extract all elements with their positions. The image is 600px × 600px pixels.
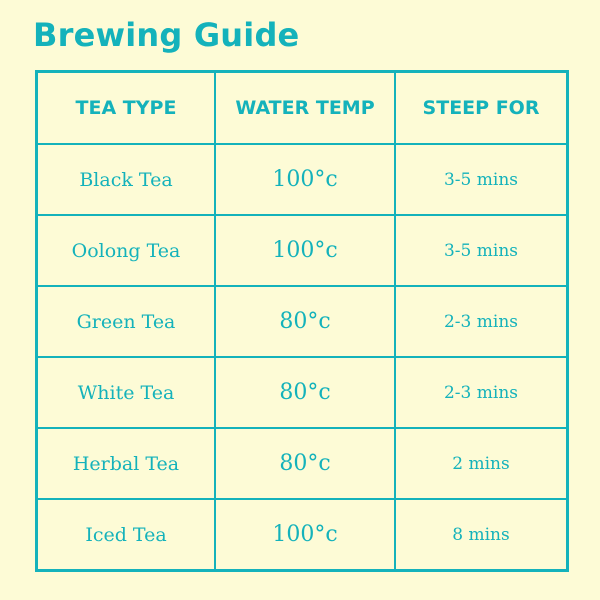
- water-temp-cell: 80°c: [214, 427, 396, 500]
- water-temp-cell: 80°c: [214, 285, 396, 358]
- tea-type-cell: Oolong Tea: [35, 214, 216, 287]
- water-temp-cell: 100°c: [214, 498, 396, 572]
- water-temp-cell: 80°c: [214, 356, 396, 429]
- header-tea-type: TEA TYPE: [35, 70, 216, 145]
- tea-type-cell: White Tea: [35, 356, 216, 429]
- steep-time-cell: 2-3 mins: [394, 285, 569, 358]
- steep-time-cell: 2-3 mins: [394, 356, 569, 429]
- table-header-row: TEA TYPE WATER TEMP STEEP FOR: [35, 70, 569, 145]
- steep-time-cell: 8 mins: [394, 498, 569, 572]
- table-row: White Tea 80°c 2-3 mins: [35, 356, 569, 429]
- tea-type-cell: Green Tea: [35, 285, 216, 358]
- tea-type-cell: Black Tea: [35, 143, 216, 216]
- table-row: Iced Tea 100°c 8 mins: [35, 498, 569, 572]
- page-title: Brewing Guide: [33, 16, 300, 54]
- steep-time-cell: 2 mins: [394, 427, 569, 500]
- header-water-temp: WATER TEMP: [214, 70, 396, 145]
- steep-time-cell: 3-5 mins: [394, 143, 569, 216]
- table-row: Herbal Tea 80°c 2 mins: [35, 427, 569, 500]
- table-row: Oolong Tea 100°c 3-5 mins: [35, 214, 569, 287]
- water-temp-cell: 100°c: [214, 214, 396, 287]
- table-row: Green Tea 80°c 2-3 mins: [35, 285, 569, 358]
- header-steep-for: STEEP FOR: [394, 70, 569, 145]
- tea-type-cell: Iced Tea: [35, 498, 216, 572]
- steep-time-cell: 3-5 mins: [394, 214, 569, 287]
- water-temp-cell: 100°c: [214, 143, 396, 216]
- tea-type-cell: Herbal Tea: [35, 427, 216, 500]
- table-row: Black Tea 100°c 3-5 mins: [35, 143, 569, 216]
- brewing-table: TEA TYPE WATER TEMP STEEP FOR Black Tea 1…: [35, 70, 569, 572]
